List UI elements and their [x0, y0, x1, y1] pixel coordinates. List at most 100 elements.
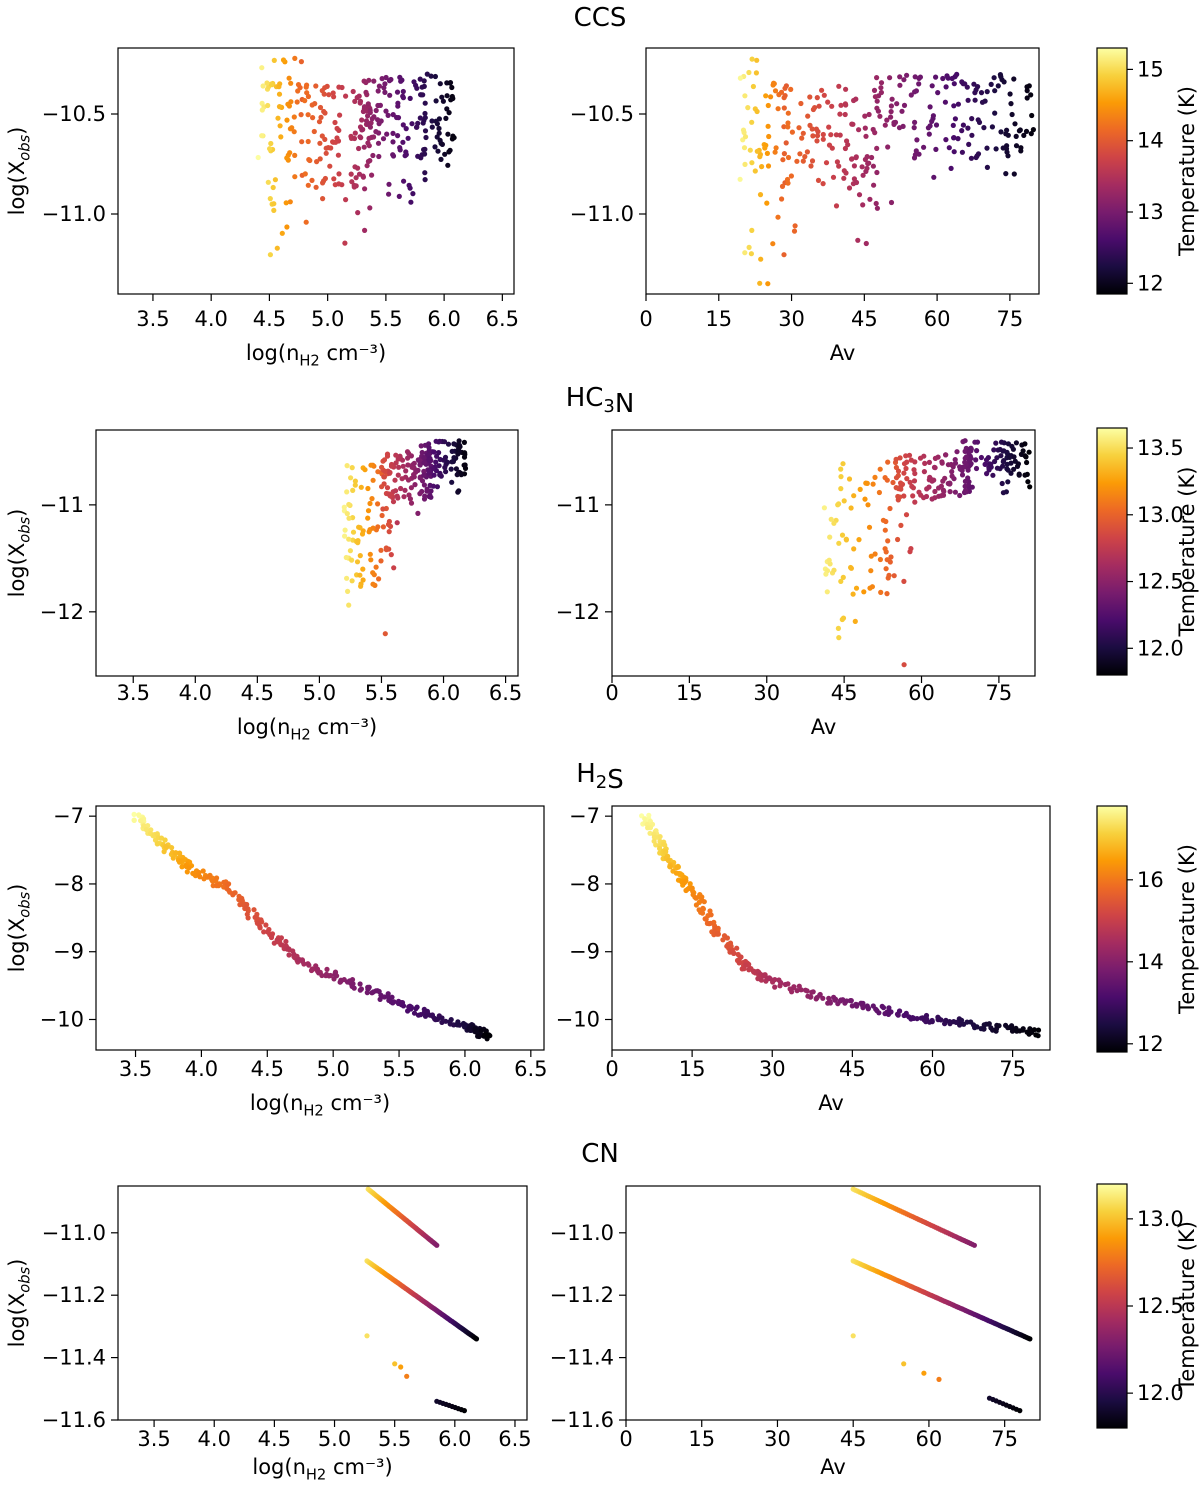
data-point — [943, 452, 949, 458]
data-point — [365, 515, 371, 521]
data-point — [357, 981, 363, 987]
data-point — [820, 995, 826, 1001]
data-point — [1015, 461, 1022, 467]
data-point — [461, 439, 467, 445]
data-point — [884, 477, 890, 483]
data-point — [359, 117, 365, 123]
data-point — [645, 825, 651, 831]
data-point — [395, 103, 401, 109]
data-point — [872, 130, 878, 136]
data-point — [394, 520, 400, 526]
data-point — [322, 85, 328, 91]
data-point — [405, 455, 411, 461]
data-point — [400, 1003, 407, 1009]
data-point — [412, 482, 418, 488]
data-point — [798, 100, 804, 107]
data-point — [981, 125, 987, 131]
data-point — [846, 185, 853, 191]
data-point — [782, 981, 789, 988]
data-point — [420, 120, 426, 126]
data-point — [821, 92, 827, 98]
data-point — [371, 134, 377, 140]
data-point — [355, 165, 361, 171]
data-point — [921, 469, 928, 475]
data-point — [454, 472, 460, 478]
data-point — [352, 98, 358, 104]
data-point — [436, 125, 442, 132]
data-point — [346, 501, 352, 508]
data-point — [375, 524, 381, 530]
data-point — [749, 119, 755, 125]
data-point — [446, 110, 452, 116]
data-point — [287, 150, 293, 156]
data-point — [897, 1008, 903, 1014]
data-point — [772, 984, 778, 990]
data-point — [814, 138, 820, 144]
y-tick-label: −7 — [53, 804, 84, 828]
data-point — [878, 80, 885, 86]
data-point — [765, 163, 772, 169]
data-point — [408, 500, 415, 506]
data-point — [930, 115, 936, 122]
x-tick-label: 75 — [999, 1057, 1026, 1081]
data-point — [993, 440, 999, 446]
data-point — [808, 163, 814, 169]
data-point — [392, 477, 398, 483]
data-point — [823, 160, 830, 166]
data-point — [783, 140, 789, 146]
data-point — [946, 145, 952, 151]
data-point — [162, 837, 168, 843]
data-point — [373, 129, 379, 135]
data-point — [451, 135, 457, 141]
data-point — [864, 154, 870, 160]
data-point — [403, 126, 409, 132]
data-point — [642, 816, 648, 822]
data-point — [651, 834, 658, 840]
data-point — [820, 136, 826, 142]
data-point — [379, 464, 385, 470]
data-point — [410, 191, 416, 197]
chart-title: HC3N — [566, 383, 635, 419]
data-point — [436, 463, 442, 469]
data-point — [951, 81, 957, 87]
data-point — [960, 122, 967, 128]
data-point — [852, 618, 858, 625]
data-point — [357, 987, 363, 993]
data-point — [949, 75, 955, 82]
data-point — [381, 85, 387, 91]
data-point — [777, 979, 784, 985]
colorbar-label: Temperature (K) — [1175, 467, 1199, 638]
data-point — [384, 131, 390, 137]
data-point — [365, 986, 371, 992]
data-point — [850, 591, 856, 597]
data-point — [283, 200, 289, 206]
data-point — [394, 114, 400, 121]
data-point — [186, 865, 192, 871]
x-tick-label: 6.5 — [514, 1057, 547, 1081]
data-point — [433, 118, 439, 124]
colorbar-bar — [1096, 1183, 1128, 1429]
data-point — [1013, 440, 1020, 446]
data-point — [849, 1003, 855, 1009]
data-point — [888, 199, 895, 206]
data-point — [949, 473, 955, 479]
data-point — [917, 74, 924, 80]
data-point — [346, 536, 352, 542]
data-point — [456, 438, 462, 444]
data-point — [445, 459, 451, 465]
data-point — [926, 459, 933, 465]
data-point — [1026, 449, 1032, 455]
data-point — [827, 1000, 834, 1006]
data-point — [320, 196, 326, 202]
data-point — [432, 73, 438, 80]
data-point — [346, 602, 352, 608]
data-point — [912, 74, 918, 80]
data-point — [1005, 132, 1011, 138]
data-point — [1023, 454, 1029, 460]
data-point — [791, 985, 797, 991]
data-point — [176, 859, 183, 865]
data-point — [260, 83, 266, 89]
data-point — [390, 152, 396, 158]
data-point — [423, 134, 429, 141]
data-point — [860, 172, 866, 178]
